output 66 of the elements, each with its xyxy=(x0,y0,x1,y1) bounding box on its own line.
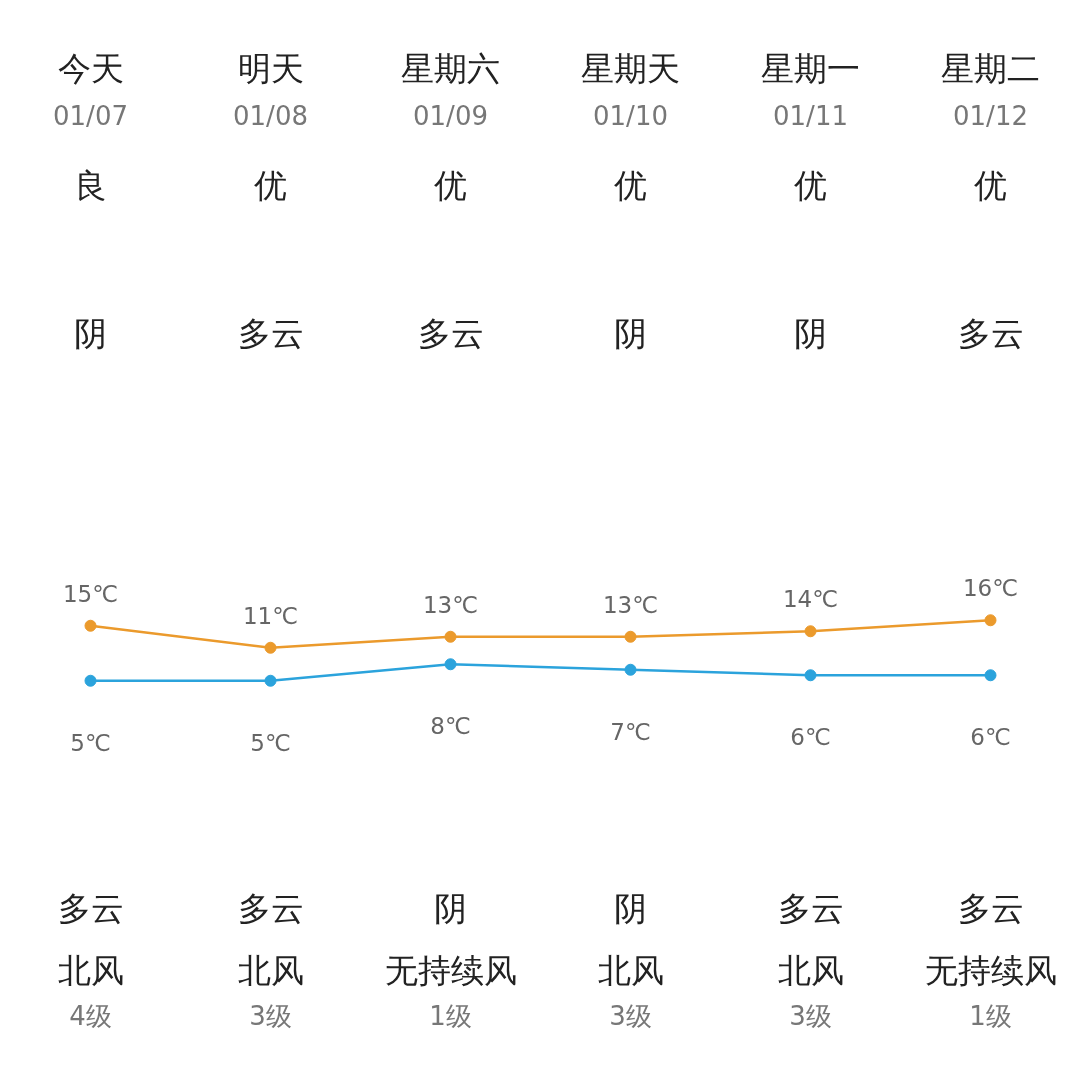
point xyxy=(264,674,277,687)
point xyxy=(984,669,997,682)
text: 多云 xyxy=(957,314,1024,353)
point xyxy=(804,625,817,638)
text: 1级 xyxy=(429,1000,472,1031)
data-label: 5℃ xyxy=(250,729,291,756)
text: 多云 xyxy=(237,314,304,353)
data-label: 15℃ xyxy=(62,580,119,607)
x-tick-label: 星期天 xyxy=(581,49,680,88)
point xyxy=(444,630,457,643)
text: 北风 xyxy=(237,951,304,990)
x-tick-label: 明天 xyxy=(237,49,304,88)
point xyxy=(84,619,97,632)
data-label: 6℃ xyxy=(970,724,1011,751)
text: 3级 xyxy=(789,1000,832,1031)
text: 01/09 xyxy=(413,100,488,131)
point xyxy=(444,658,457,671)
text: 多云 xyxy=(957,889,1024,928)
text: 01/08 xyxy=(233,100,308,131)
text: 阴 xyxy=(434,889,467,928)
text: 多云 xyxy=(237,889,304,928)
text: 阴 xyxy=(794,314,827,353)
text: 多云 xyxy=(417,314,484,353)
text: 1级 xyxy=(969,1000,1012,1031)
text: 无持续风 xyxy=(384,951,517,990)
text: 北风 xyxy=(57,951,124,990)
text: 无持续风 xyxy=(924,951,1057,990)
point xyxy=(624,630,637,643)
point xyxy=(804,669,817,682)
text: 01/07 xyxy=(53,100,128,131)
x-tick-label: 星期二 xyxy=(941,49,1040,88)
point xyxy=(84,674,97,687)
text: 01/10 xyxy=(593,100,668,131)
x-tick-label: 今天 xyxy=(57,49,124,88)
data-label: 13℃ xyxy=(422,591,479,618)
text: 优 xyxy=(614,166,647,205)
text: 多云 xyxy=(777,889,844,928)
text: 3级 xyxy=(609,1000,652,1031)
data-label: 16℃ xyxy=(962,575,1019,602)
data-label: 6℃ xyxy=(790,724,831,751)
data-label: 11℃ xyxy=(242,602,299,629)
point xyxy=(624,663,637,676)
text: 阴 xyxy=(614,314,647,353)
text: 01/12 xyxy=(953,100,1028,131)
x-tick-label: 星期六 xyxy=(401,49,500,88)
data-label: 14℃ xyxy=(782,586,839,613)
data-label: 8℃ xyxy=(430,713,471,740)
text: 优 xyxy=(794,166,827,205)
data-label: 7℃ xyxy=(610,718,651,745)
x-tick-label: 星期一 xyxy=(761,49,860,88)
text: 优 xyxy=(254,166,287,205)
text: 北风 xyxy=(597,951,664,990)
text: 北风 xyxy=(777,951,844,990)
text: 多云 xyxy=(57,889,124,928)
text: 阴 xyxy=(74,314,107,353)
text: 阴 xyxy=(614,889,647,928)
text: 01/11 xyxy=(773,100,848,131)
data-label: 5℃ xyxy=(70,729,111,756)
point xyxy=(984,614,997,627)
text: 良 xyxy=(74,166,107,205)
text: 3级 xyxy=(249,1000,292,1031)
point xyxy=(264,641,277,654)
text: 优 xyxy=(974,166,1007,205)
text: 4级 xyxy=(69,1000,112,1031)
text: 优 xyxy=(434,166,467,205)
data-label: 13℃ xyxy=(602,591,659,618)
